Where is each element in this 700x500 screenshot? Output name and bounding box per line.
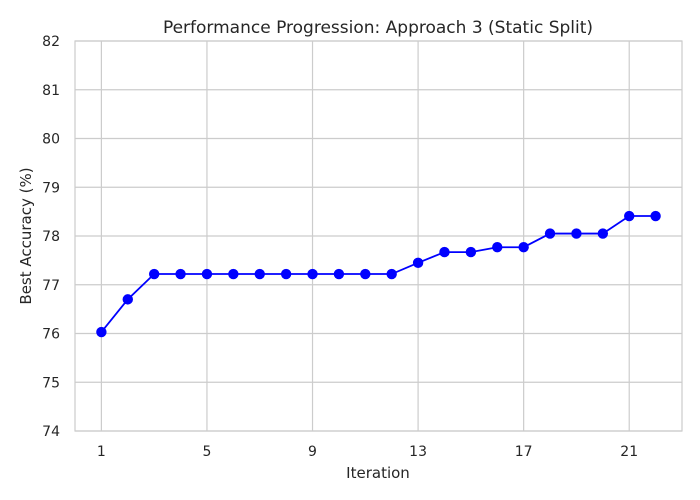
data-point [412, 257, 424, 269]
data-point [201, 268, 213, 280]
y-tick-label: 74 [42, 424, 60, 440]
series-line [100, 215, 656, 333]
x-tick-label: 17 [515, 444, 533, 460]
data-point [254, 268, 265, 280]
x-tick-label: 9 [308, 444, 317, 460]
data-point [518, 242, 529, 253]
x-tick-labels: 1 5 9 13 17 21 [97, 444, 638, 460]
y-tick-label: 81 [42, 83, 60, 99]
data-point [386, 268, 397, 280]
y-tick-label: 82 [42, 34, 60, 50]
series-layer [96, 210, 661, 338]
x-tick-label: 1 [97, 444, 106, 460]
data-point [148, 268, 160, 280]
x-tick-label: 13 [409, 444, 427, 460]
plot-frame [74, 40, 683, 432]
x-tick-label: 5 [202, 444, 211, 460]
data-point [492, 242, 503, 253]
data-point [333, 268, 345, 280]
y-tick-label: 80 [42, 132, 60, 148]
y-tick-label: 75 [42, 375, 60, 391]
data-point [280, 268, 292, 280]
data-point [175, 268, 186, 280]
data-point [597, 228, 609, 239]
data-point [360, 268, 371, 280]
x-tick-label: 21 [620, 444, 638, 460]
data-point [228, 268, 239, 280]
data-point [439, 246, 450, 258]
y-tick-label: 77 [42, 278, 60, 294]
data-point [122, 294, 133, 305]
data-point [544, 228, 556, 239]
data-point [624, 210, 635, 222]
y-tick-label: 79 [42, 180, 60, 196]
data-point [96, 326, 107, 338]
y-tick-label: 78 [42, 229, 60, 245]
x-axis-label: Iteration [346, 464, 410, 482]
data-point [465, 246, 477, 258]
y-tick-label: 76 [42, 327, 60, 343]
data-point [571, 228, 582, 239]
chart-title: Performance Progression: Approach 3 (Sta… [163, 18, 593, 38]
grid [75, 40, 682, 432]
data-point [307, 268, 318, 280]
y-tick-labels: 74 75 76 77 78 79 80 81 82 [42, 34, 60, 440]
data-point [650, 210, 661, 222]
y-axis-label: Best Accuracy (%) [17, 167, 35, 304]
